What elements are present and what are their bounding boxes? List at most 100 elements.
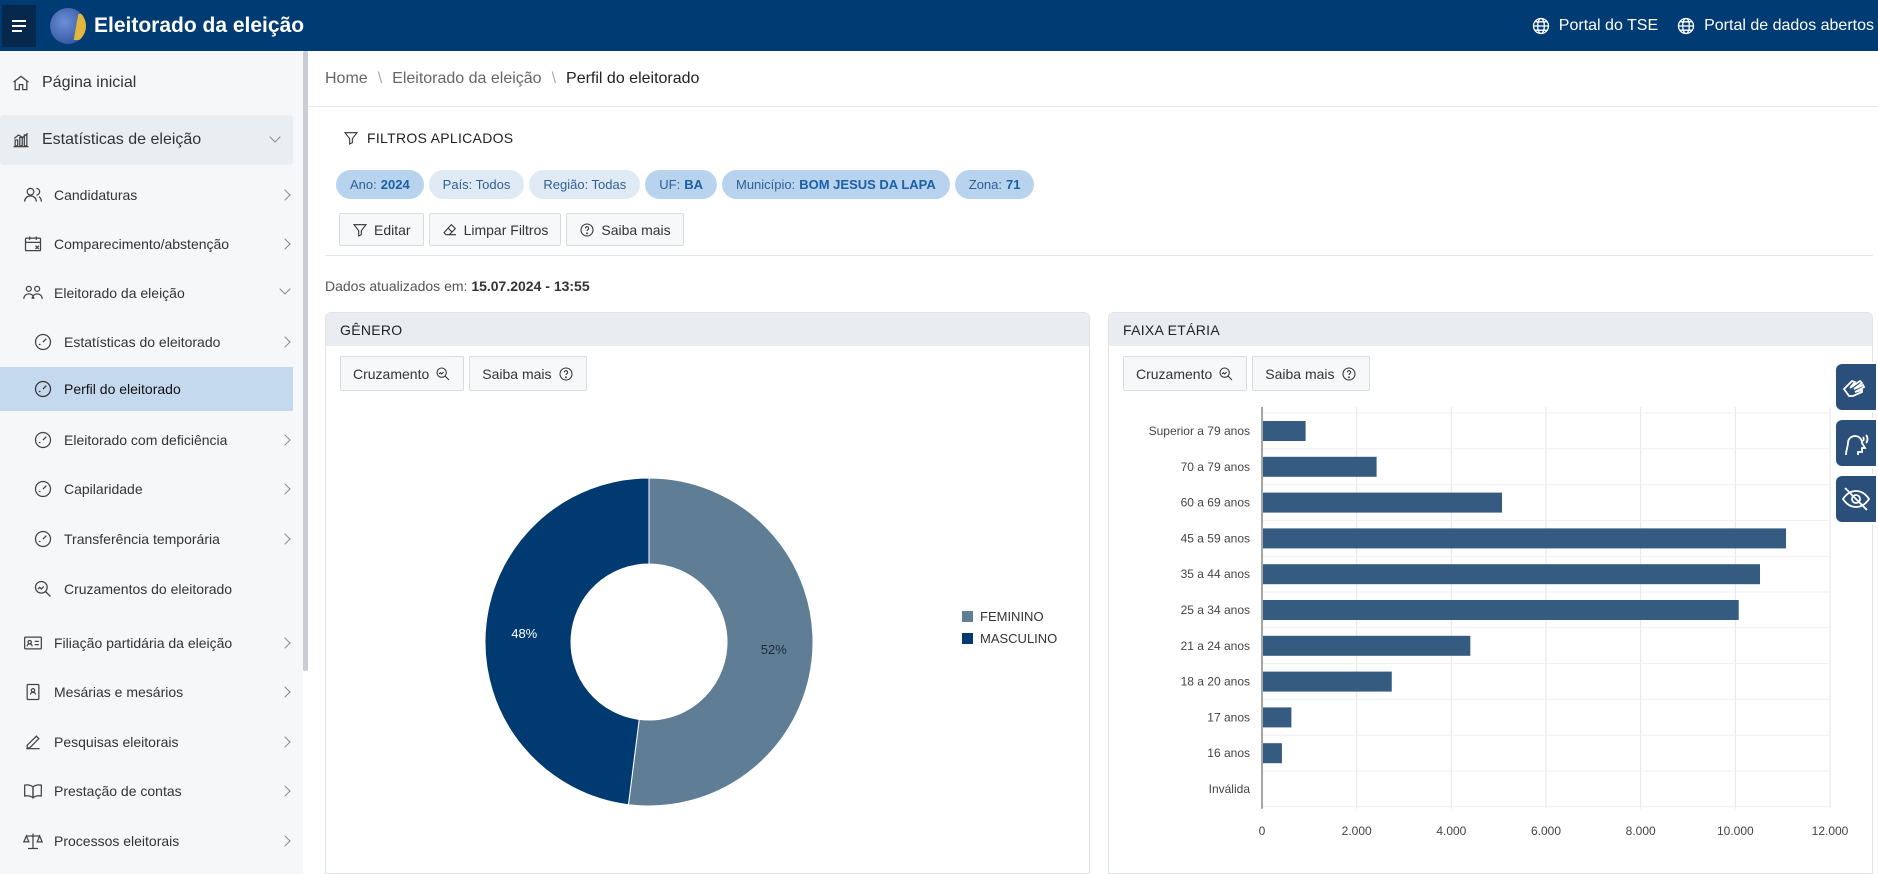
bar[interactable] xyxy=(1263,635,1471,656)
bar[interactable] xyxy=(1263,564,1760,585)
bar[interactable] xyxy=(1263,492,1503,513)
libras-button[interactable] xyxy=(1834,362,1878,412)
portal-tse-link[interactable]: Portal do TSE xyxy=(1531,16,1658,36)
sidebar-item-label: Capilaridade xyxy=(64,481,143,497)
y-tick-label: 35 a 44 anos xyxy=(1181,567,1250,581)
gender-cross-button[interactable]: Cruzamento xyxy=(340,356,465,391)
sidebar-item-comparecimento[interactable]: Comparecimento/abstenção xyxy=(22,222,303,266)
pie-slice-feminino[interactable] xyxy=(627,477,814,807)
age-bar-chart: 0 2.000 4.000 6.000 8.000 10.000 12.000 Superio… xyxy=(1149,407,1849,838)
x-tick-label: 2.000 xyxy=(1342,824,1372,838)
chevron-right-icon xyxy=(279,835,291,847)
globe-icon xyxy=(1532,17,1549,34)
search-chart-icon xyxy=(1219,366,1233,380)
filter-actions: Editar Limpar Filtros Saiba mais xyxy=(339,213,684,246)
breadcrumb-divider xyxy=(308,106,1878,107)
pie-slice-masculino[interactable] xyxy=(484,477,650,806)
menu-button[interactable] xyxy=(2,4,36,47)
chevron-right-icon xyxy=(279,189,291,201)
chip-zona[interactable]: Zona: 71 xyxy=(954,170,1035,199)
chip-municipio[interactable]: Município: BOM JESUS DA LAPA xyxy=(721,170,950,199)
bar[interactable] xyxy=(1263,743,1282,764)
bar[interactable] xyxy=(1263,421,1306,441)
filter-icon xyxy=(352,223,368,237)
panel-title: GÊNERO xyxy=(326,313,1089,346)
chevron-down-icon xyxy=(279,283,291,295)
clear-filters-button[interactable]: Limpar Filtros xyxy=(428,213,562,246)
gauge-icon xyxy=(32,331,54,353)
sidebar-item-label: Mesárias e mesários xyxy=(54,684,184,700)
sidebar-item-eleitorado[interactable]: Eleitorado da eleição xyxy=(22,271,303,315)
contrast-button[interactable] xyxy=(1834,474,1878,524)
help-icon xyxy=(558,366,573,381)
sidebar-item-mesarios[interactable]: Mesárias e mesários xyxy=(22,670,303,714)
age-more-button[interactable]: Saiba mais xyxy=(1252,356,1370,391)
sidebar-item-prestacao[interactable]: Prestação de contas xyxy=(22,769,303,813)
chevron-right-icon xyxy=(279,785,291,797)
updated-value: 15.07.2024 - 13:55 xyxy=(471,278,590,294)
x-tick-label: 10.000 xyxy=(1717,824,1754,838)
sidebar-item-capilaridade[interactable]: Capilaridade xyxy=(32,467,303,511)
sidebar-scrollbar[interactable] xyxy=(303,51,308,671)
sidebar-item-processos[interactable]: Processos eleitorais xyxy=(22,819,303,863)
more-label: Saiba mais xyxy=(482,365,552,382)
filters-title-label: FILTROS APLICADOS xyxy=(367,130,514,146)
breadcrumb-separator: \ xyxy=(377,70,383,87)
sidebar-item-label: Processos eleitorais xyxy=(54,833,180,849)
chip-pais[interactable]: País: Todos xyxy=(428,170,525,199)
gauge-icon xyxy=(32,378,54,400)
filters-more-button[interactable]: Saiba mais xyxy=(566,213,684,246)
sidebar-item-pesquisas[interactable]: Pesquisas eleitorais xyxy=(22,720,303,764)
chip-ano[interactable]: Ano: 2024 xyxy=(336,170,424,199)
sidebar-item-home[interactable]: Página inicial xyxy=(10,61,303,105)
gender-panel: GÊNERO Cruzamento Saiba mais 52% 48% FEMIN… xyxy=(325,312,1090,874)
chevron-right-icon xyxy=(279,434,291,446)
sidebar-item-perfil[interactable]: Perfil do eleitorado xyxy=(0,367,293,411)
top-bar: Eleitorado da eleição Portal do TSE Port… xyxy=(0,0,1878,51)
bar[interactable] xyxy=(1263,707,1292,728)
legend-entry[interactable]: FEMININO xyxy=(980,609,1044,624)
y-tick-label: 45 a 59 anos xyxy=(1181,531,1250,545)
edit-filters-button[interactable]: Editar xyxy=(339,213,424,246)
filters-divider xyxy=(325,255,1873,256)
sidebar-item-candidaturas[interactable]: Candidaturas xyxy=(22,173,303,217)
bar[interactable] xyxy=(1263,528,1787,549)
sidebar-item-cruzamentos[interactable]: Cruzamentos do eleitorado xyxy=(32,567,303,611)
y-tick-label: 17 anos xyxy=(1207,710,1250,724)
help-icon xyxy=(1341,366,1356,381)
id-card-icon xyxy=(22,632,44,654)
breadcrumb-section[interactable]: Eleitorado da eleição xyxy=(392,70,542,87)
legend-entry[interactable]: MASCULINO xyxy=(980,631,1057,646)
chip-uf[interactable]: UF: BA xyxy=(645,170,717,199)
age-cross-button[interactable]: Cruzamento xyxy=(1123,356,1248,391)
bar[interactable] xyxy=(1263,671,1392,692)
x-tick-label: 6.000 xyxy=(1531,824,1561,838)
legend-swatch xyxy=(962,633,973,644)
x-tick-label: 8.000 xyxy=(1626,824,1656,838)
sidebar-item-label: Cruzamentos do eleitorado xyxy=(64,581,233,597)
portal-dados-abertos-link[interactable]: Portal de dados abertos xyxy=(1676,16,1874,36)
chevron-right-icon xyxy=(279,336,291,348)
eye-off-icon xyxy=(1841,487,1871,511)
sidebar-item-estatisticas[interactable]: Estatísticas de eleição xyxy=(0,115,293,165)
x-tick-label: 4.000 xyxy=(1436,824,1466,838)
gender-more-button[interactable]: Saiba mais xyxy=(469,356,587,391)
search-chart-icon xyxy=(436,366,450,380)
filter-icon xyxy=(343,132,359,145)
chip-regiao[interactable]: Região: Todas xyxy=(529,170,641,199)
sidebar-item-deficiencia[interactable]: Eleitorado com deficiência xyxy=(32,418,303,462)
sidebar-item-estatisticas-eleitorado[interactable]: Estatísticas do eleitorado xyxy=(32,320,303,364)
audio-button[interactable] xyxy=(1834,418,1878,468)
sidebar-item-transferencia[interactable]: Transferência temporária xyxy=(32,517,303,561)
bar[interactable] xyxy=(1263,456,1377,477)
chip-key: UF: xyxy=(659,177,681,192)
pie-data-label: 52% xyxy=(761,642,787,657)
sidebar-item-filiacao[interactable]: Filiação partidária da eleição xyxy=(22,621,303,665)
sidebar-item-label: Prestação de contas xyxy=(54,783,182,799)
bar[interactable] xyxy=(1263,600,1739,620)
y-tick-label: Superior a 79 anos xyxy=(1149,424,1250,438)
breadcrumb-home[interactable]: Home xyxy=(325,70,368,87)
badge-icon xyxy=(22,681,44,703)
x-tick-label: 0 xyxy=(1259,824,1266,838)
y-tick-label: 70 a 79 anos xyxy=(1181,460,1250,474)
